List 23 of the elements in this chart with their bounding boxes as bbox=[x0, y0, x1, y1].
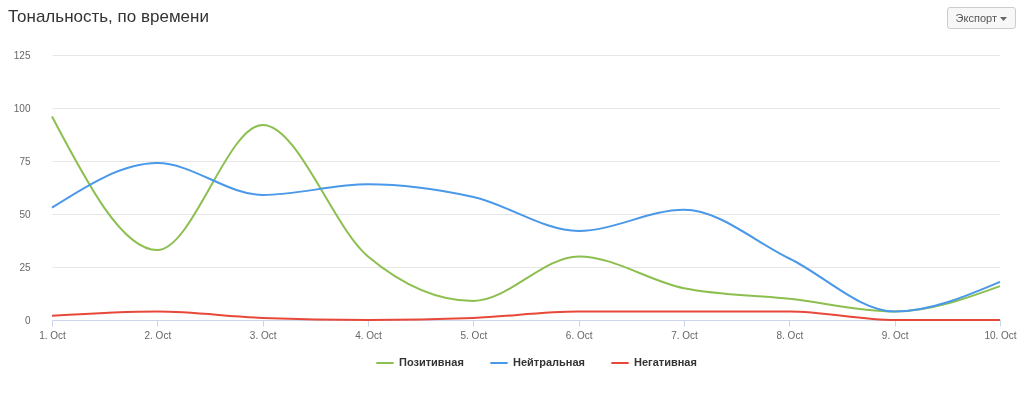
y-tick-label: 125 bbox=[13, 49, 31, 61]
chart-title: Тональность, по времени bbox=[8, 7, 209, 26]
x-tick-label: 4. Oct bbox=[355, 329, 383, 341]
x-tick-label: 6. Oct bbox=[565, 329, 593, 341]
line-series bbox=[51, 115, 1001, 313]
legend-label: Позитивная bbox=[399, 356, 464, 368]
x-tick-label: 1. Oct bbox=[39, 329, 67, 341]
x-tick-label: 3. Oct bbox=[249, 329, 277, 341]
x-tick-label: 8. Oct bbox=[776, 329, 804, 341]
legend-label: Нейтральная bbox=[513, 356, 585, 368]
x-tick-label: 7. Oct bbox=[671, 329, 699, 341]
y-tick-label: 100 bbox=[13, 102, 31, 114]
x-tick-label: 9. Oct bbox=[881, 329, 909, 341]
line-series bbox=[51, 162, 1001, 313]
export-button: Экспорт bbox=[946, 7, 1016, 29]
y-tick-label: 75 bbox=[19, 155, 31, 167]
x-tick-label: 10. Oct bbox=[984, 329, 1017, 341]
x-tick-label: 2. Oct bbox=[144, 329, 172, 341]
y-tick-label: 25 bbox=[19, 261, 31, 273]
legend-label: Негативная bbox=[634, 356, 697, 368]
x-tick-label: 5. Oct bbox=[460, 329, 488, 341]
y-tick-label: 50 bbox=[19, 208, 31, 220]
y-tick-label: 0 bbox=[24, 314, 31, 326]
